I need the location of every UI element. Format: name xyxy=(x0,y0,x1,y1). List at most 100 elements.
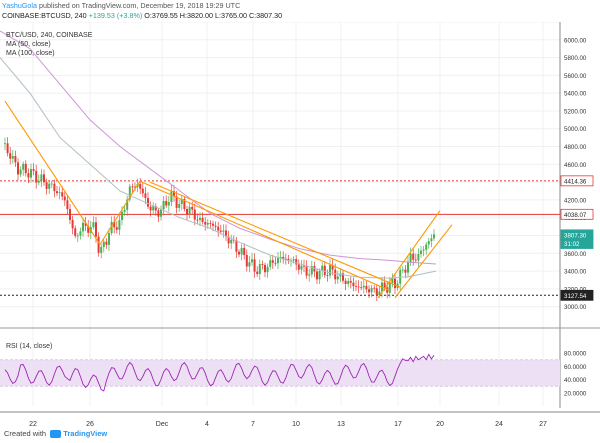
candle-body xyxy=(344,280,347,284)
time-tick-label: 27 xyxy=(539,421,547,428)
candle-body xyxy=(118,219,121,230)
trendline xyxy=(99,180,141,245)
time-tick-label: 17 xyxy=(394,421,402,428)
candle-body xyxy=(48,183,51,189)
candle-body xyxy=(378,291,381,296)
candle-body xyxy=(227,236,230,244)
candle-body xyxy=(420,250,422,254)
candle-body xyxy=(204,221,207,225)
candle-body xyxy=(277,258,279,264)
candle-body xyxy=(248,262,251,267)
price-chart[interactable]: 6000.00 5800.00 5600.00 5400.00 5200.00 5000.… xyxy=(0,22,600,428)
footer: Created with TradingView xyxy=(4,429,108,439)
candle-body xyxy=(63,196,66,201)
candle-body xyxy=(37,180,40,183)
price-tick-label: 4600.00 xyxy=(564,162,587,169)
candle-body xyxy=(79,231,82,236)
price-axis-label: 3127.54 xyxy=(560,289,594,301)
footer-brand[interactable]: TradingView xyxy=(63,429,108,438)
candle-body xyxy=(217,226,220,231)
candle-body xyxy=(212,223,214,226)
candle-body xyxy=(318,270,321,280)
time-tick-label: 22 xyxy=(29,421,37,428)
candle-body xyxy=(82,222,84,232)
ma100-line xyxy=(0,30,437,265)
candle-body xyxy=(56,191,58,194)
candle-body xyxy=(360,287,363,289)
candle-body xyxy=(253,259,256,272)
candle-body xyxy=(17,162,19,175)
time-tick-label: 4 xyxy=(205,421,209,428)
candle-body xyxy=(24,163,27,174)
candle-body xyxy=(76,235,79,237)
candle-body xyxy=(123,209,126,212)
candle-body xyxy=(266,266,269,273)
candle-body xyxy=(282,256,285,259)
price-label-box xyxy=(560,175,594,187)
candle-body xyxy=(235,240,238,252)
price-axis-label: 31:02 xyxy=(560,238,594,249)
candle-body xyxy=(69,209,71,220)
candle-body xyxy=(154,206,157,211)
candle-body xyxy=(321,265,324,271)
ohlc-low: 3765.00 xyxy=(220,11,247,20)
price-tick-label: 5400.00 xyxy=(564,91,587,98)
price-tick-label: 3600.00 xyxy=(564,251,587,258)
candle-body xyxy=(196,219,199,221)
time-tick-label: 7 xyxy=(251,421,255,428)
candle-body xyxy=(40,174,43,181)
candle-body xyxy=(173,191,175,197)
candle-body xyxy=(162,200,165,210)
candle-body xyxy=(230,239,233,244)
rsi-tick-label: 80.0000 xyxy=(564,351,587,358)
candle-body xyxy=(357,286,360,288)
candle-body xyxy=(256,271,259,274)
candle-body xyxy=(170,191,173,202)
candle-body xyxy=(323,265,326,276)
candle-body xyxy=(180,198,183,205)
candle-body xyxy=(11,156,14,159)
candle-body xyxy=(334,269,337,280)
candle-body xyxy=(22,163,25,170)
candle-body xyxy=(383,282,386,288)
price-tick-label: 5600.00 xyxy=(564,73,587,80)
candle-body xyxy=(271,260,274,263)
candle-body xyxy=(139,184,142,189)
candle-body xyxy=(342,273,344,281)
candle-body xyxy=(394,278,396,289)
candle-body xyxy=(308,274,311,276)
candle-body xyxy=(412,253,415,260)
trendline xyxy=(4,100,101,245)
candle-body xyxy=(401,269,404,271)
candle-body xyxy=(305,266,308,276)
candle-body xyxy=(352,282,355,287)
candle-body xyxy=(32,169,35,171)
candle-body xyxy=(141,188,144,194)
candle-body xyxy=(87,225,90,233)
ohlc-close: 3807.30 xyxy=(256,11,283,20)
candle-body xyxy=(427,241,430,245)
candle-body xyxy=(326,275,329,276)
candle-body xyxy=(121,211,123,220)
candle-body xyxy=(292,259,295,261)
candle-body xyxy=(102,241,105,247)
ohlc-high: 3820.00 xyxy=(187,11,213,20)
candle-body xyxy=(165,200,168,206)
price-label-text: 4038.07 xyxy=(564,212,587,219)
tradingview-logo-icon xyxy=(50,430,62,439)
candle-body xyxy=(261,264,264,265)
candle-body xyxy=(84,222,87,226)
candle-body xyxy=(370,287,373,293)
candle-body xyxy=(188,206,191,215)
price-label-text: 3127.54 xyxy=(564,293,587,300)
price-tick-label: 3400.00 xyxy=(564,269,587,276)
price-label-box xyxy=(560,238,594,249)
candle-body xyxy=(225,230,227,237)
author-link[interactable]: YashuGola xyxy=(2,1,38,10)
candle-body xyxy=(417,253,420,261)
candle-body xyxy=(316,271,318,280)
candle-body xyxy=(329,265,331,276)
price-label-box xyxy=(560,208,594,220)
candle-body xyxy=(365,285,368,290)
candle-body xyxy=(219,230,222,232)
